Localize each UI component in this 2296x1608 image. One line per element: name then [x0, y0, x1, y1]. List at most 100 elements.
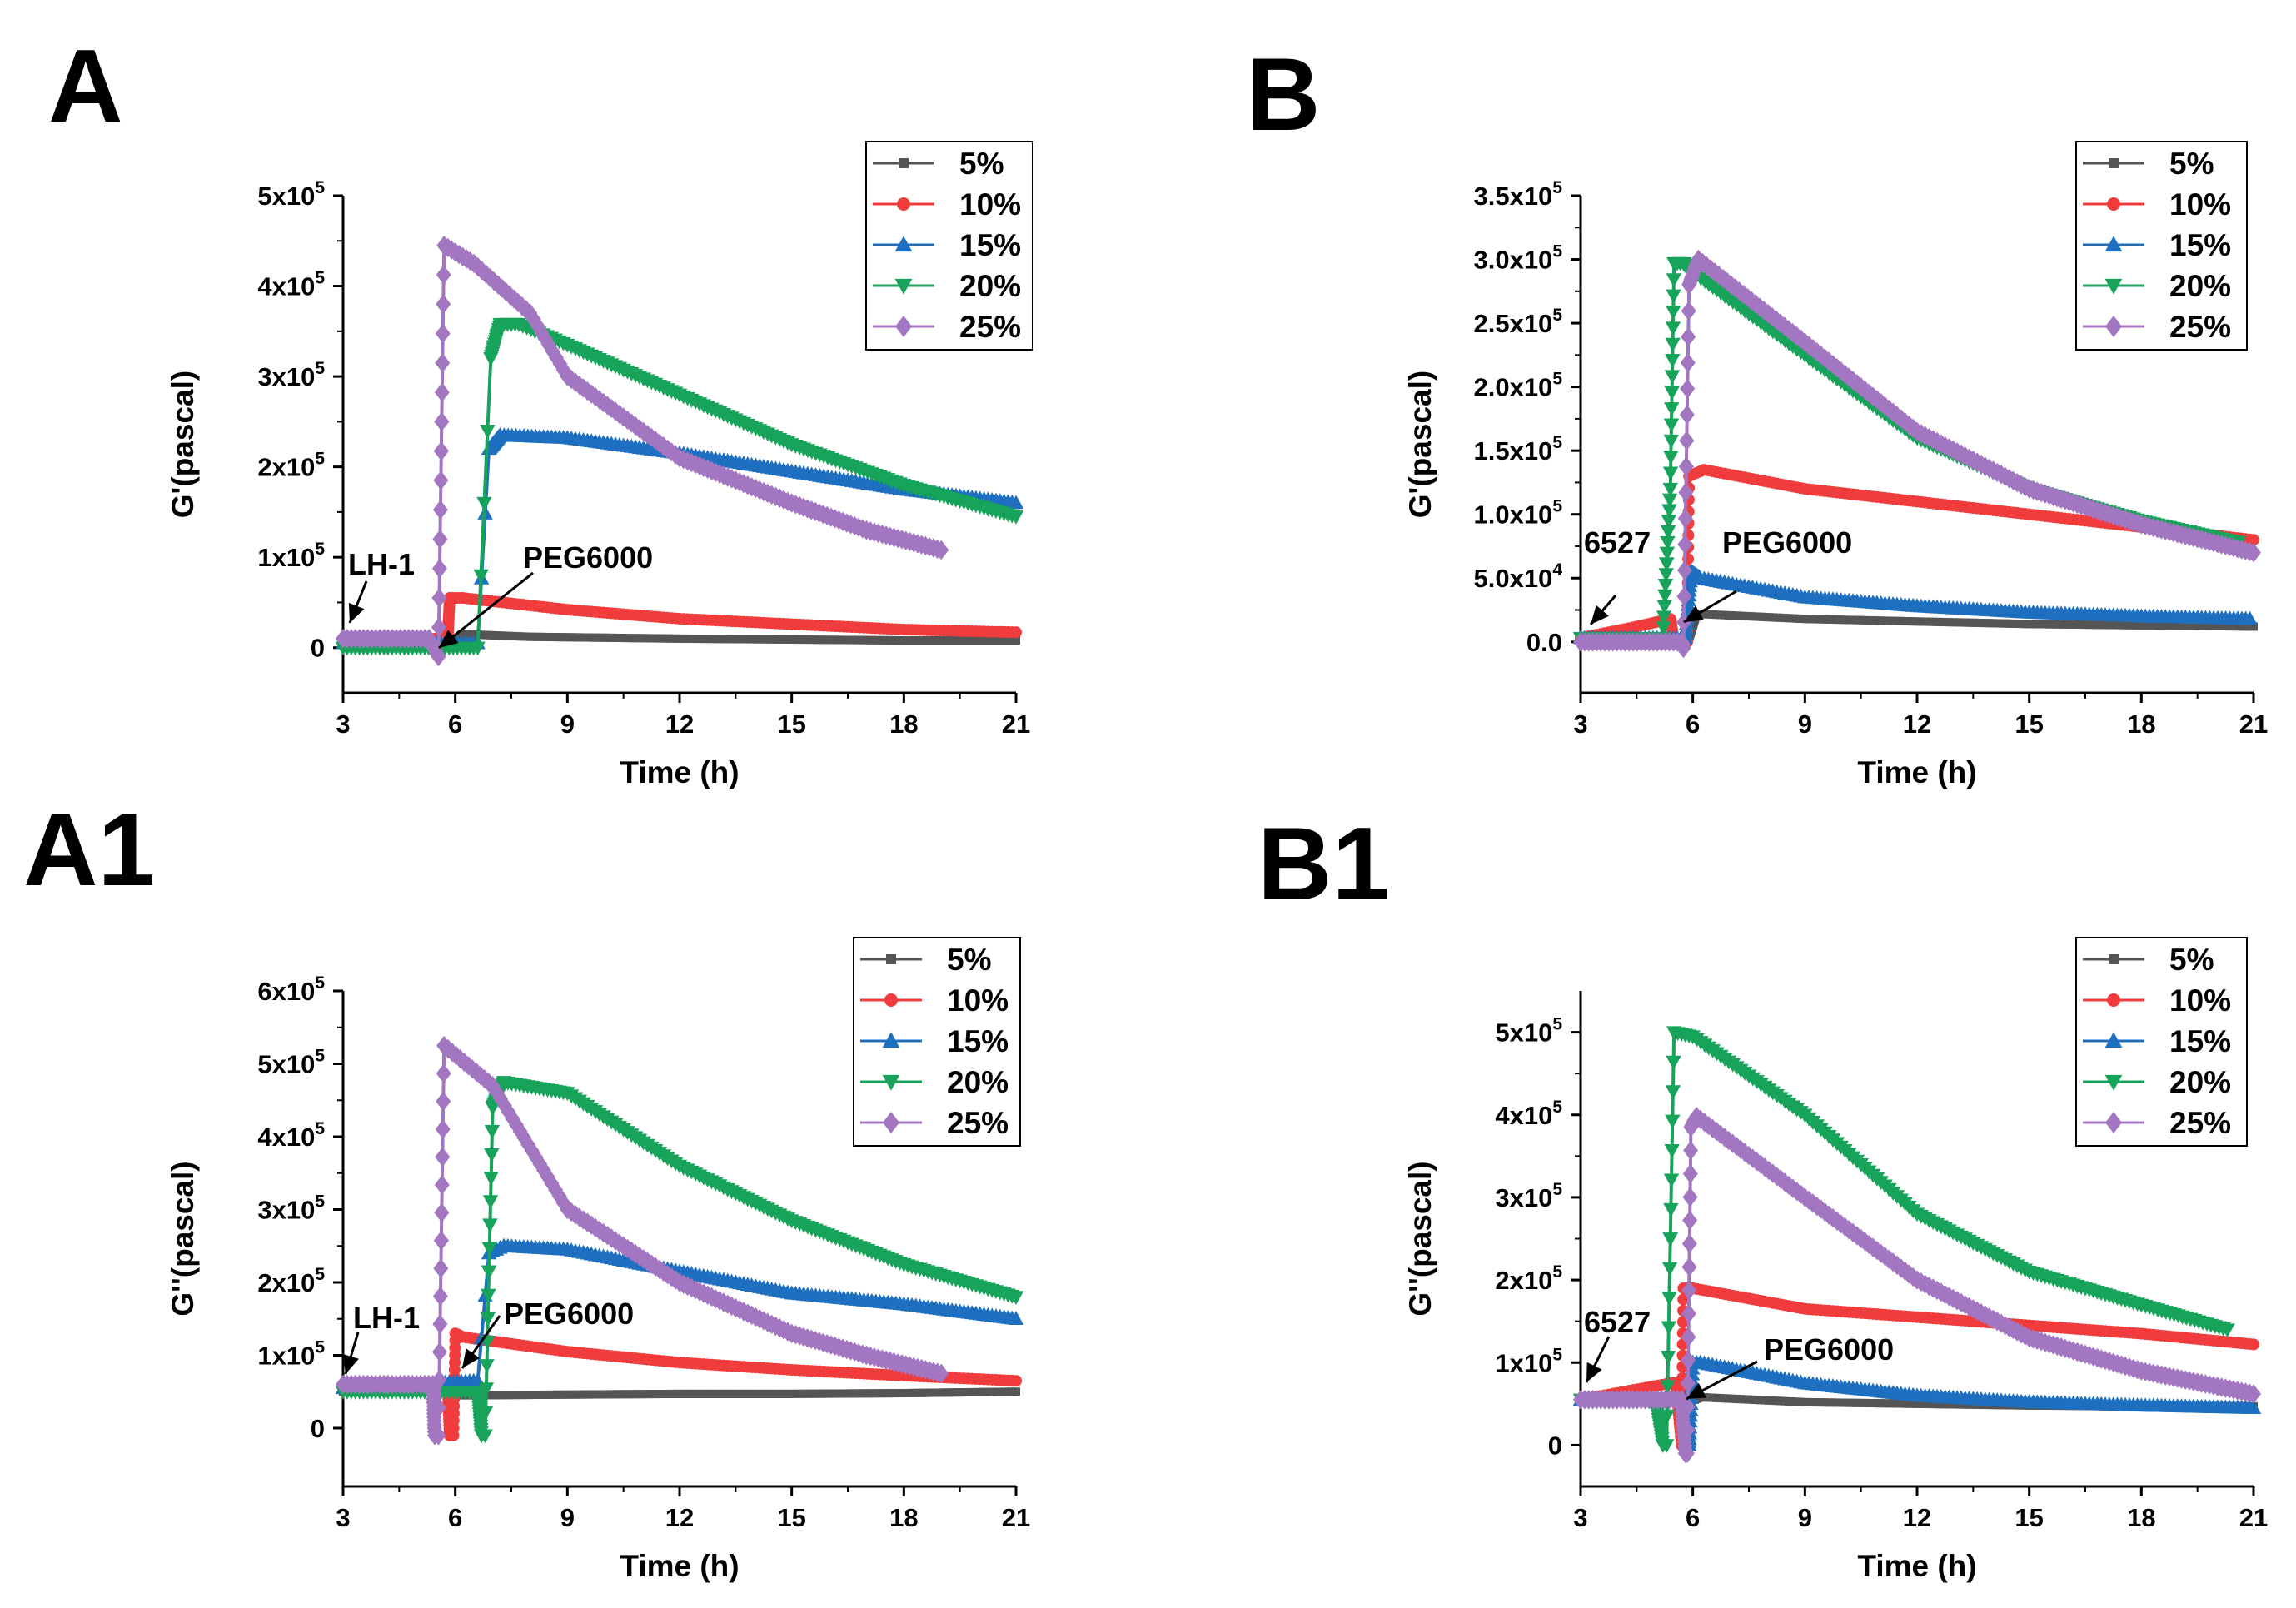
legend-label: 15%: [959, 228, 1021, 262]
legend-swatch-marker: [894, 236, 913, 252]
annotation-arrow-head: [462, 1348, 480, 1368]
y-tick-mantissa: 1x10: [1495, 1348, 1552, 1377]
annotation-label: PEG6000: [1722, 525, 1852, 560]
y-tick-mantissa: 5.0x10: [1473, 564, 1552, 593]
data-point: [1681, 326, 1696, 347]
data-point: [436, 294, 451, 314]
y-tick-mantissa: 5x10: [257, 1050, 315, 1079]
data-point: [1660, 525, 1676, 540]
data-point: [1660, 535, 1676, 550]
data-point: [1659, 546, 1676, 561]
data-point: [1677, 1293, 1690, 1306]
series-10%: [1575, 1282, 2259, 1451]
y-tick-label: 3x105: [1495, 1180, 1562, 1212]
data-point: [470, 641, 486, 656]
y-tick-exponent: 5: [1552, 433, 1562, 452]
data-point: [1656, 600, 1672, 615]
y-tick-label: 0: [311, 1414, 325, 1443]
data-point: [434, 1175, 450, 1195]
legend-swatch-marker: [882, 1032, 900, 1048]
y-tick-label: 2.0x105: [1473, 370, 1562, 402]
legend-swatch-marker: [2104, 278, 2123, 295]
x-tick-label: 21: [1002, 1503, 1030, 1532]
annotation-label: PEG6000: [504, 1297, 634, 1331]
panel-label-A1: A1: [23, 793, 156, 908]
y-tick-mantissa: 4x10: [257, 272, 315, 301]
y-tick-mantissa: 2x10: [1495, 1266, 1552, 1295]
x-tick-label: 3: [1573, 709, 1587, 739]
x-tick-label: 21: [2239, 709, 2268, 739]
y-tick-exponent: 5: [1552, 1015, 1562, 1034]
y-tick-label: 3.5x105: [1473, 178, 1562, 211]
y-tick-label: 6x105: [257, 973, 325, 1006]
x-tick-label: 6: [1686, 1503, 1700, 1532]
annotation-label: 6527: [1584, 1305, 1651, 1339]
legend-label: 20%: [2169, 1065, 2231, 1099]
y-axis-title: G''(pascal): [1403, 1161, 1437, 1316]
y-tick-label: 3.0x105: [1473, 242, 1562, 275]
y-tick-label: 0: [1548, 1431, 1562, 1460]
data-point: [1665, 1114, 1681, 1129]
data-point: [1659, 1409, 1676, 1424]
data-point: [434, 411, 450, 432]
y-tick-exponent: 5: [315, 450, 325, 469]
legend-swatch-marker: [2104, 236, 2123, 252]
y-tick-mantissa: 3x10: [1495, 1183, 1552, 1212]
x-axis-title: Time (h): [1857, 755, 1976, 789]
data-point: [435, 323, 451, 344]
y-tick-label: 1.5x105: [1473, 433, 1562, 465]
panel-label-A: A: [48, 29, 123, 144]
x-tick-label: 9: [560, 709, 575, 739]
data-point: [432, 1314, 448, 1334]
x-tick-label: 15: [777, 1503, 805, 1532]
data-point: [1676, 586, 1692, 606]
y-tick-exponent: 5: [315, 178, 325, 197]
data-point: [1656, 621, 1671, 635]
y-tick-label: 2x105: [1495, 1262, 1562, 1295]
annotation-label: LH-1: [353, 1301, 420, 1335]
legend-label: 25%: [2169, 1106, 2231, 1140]
y-tick-mantissa: 0: [1548, 1431, 1562, 1460]
data-point: [496, 1095, 512, 1115]
data-point: [1664, 402, 1680, 416]
data-point: [435, 353, 451, 373]
data-point: [431, 1397, 446, 1418]
annotation-arrow-head: [342, 1354, 359, 1374]
data-point: [1663, 1173, 1680, 1188]
x-tick-label: 12: [665, 709, 694, 739]
y-tick-exponent: 4: [1552, 560, 1562, 580]
data-point: [2219, 1323, 2235, 1338]
legend-swatch-marker: [2107, 993, 2120, 1007]
legend-label: 20%: [2169, 269, 2231, 303]
legend-label: 25%: [959, 310, 1021, 344]
data-point: [1661, 515, 1677, 530]
data-point: [434, 382, 450, 402]
x-tick-label: 3: [336, 1503, 350, 1532]
legend-swatch-marker: [899, 158, 909, 168]
data-point: [431, 559, 447, 579]
y-tick-exponent: 5: [1552, 1098, 1562, 1117]
x-axis-title: Time (h): [620, 1549, 739, 1583]
data-point: [1682, 1210, 1698, 1231]
data-point: [1679, 431, 1695, 451]
data-point: [1681, 1303, 1696, 1324]
legend-swatch-marker: [2105, 316, 2122, 337]
data-point: [1008, 1291, 1024, 1306]
legend: 5% 10% 15% 20% 25%: [853, 937, 1021, 1147]
y-tick-label: 1.0x105: [1473, 497, 1562, 530]
y-axis-title: G'(pascal): [1403, 371, 1437, 518]
data-point: [1662, 482, 1678, 497]
annotation-label: PEG6000: [523, 540, 653, 575]
data-point: [1657, 579, 1674, 593]
data-point: [1679, 405, 1695, 425]
y-tick-mantissa: 1x10: [257, 1342, 315, 1371]
x-tick-label: 21: [2239, 1503, 2268, 1532]
data-point: [433, 441, 449, 461]
data-point: [1666, 1055, 1681, 1070]
data-point: [1663, 451, 1679, 465]
data-point: [1662, 1232, 1678, 1247]
data-point: [1663, 434, 1679, 449]
y-tick-exponent: 5: [1552, 1345, 1562, 1364]
legend-label: 15%: [947, 1024, 1009, 1058]
y-tick-mantissa: 2x10: [257, 453, 315, 482]
